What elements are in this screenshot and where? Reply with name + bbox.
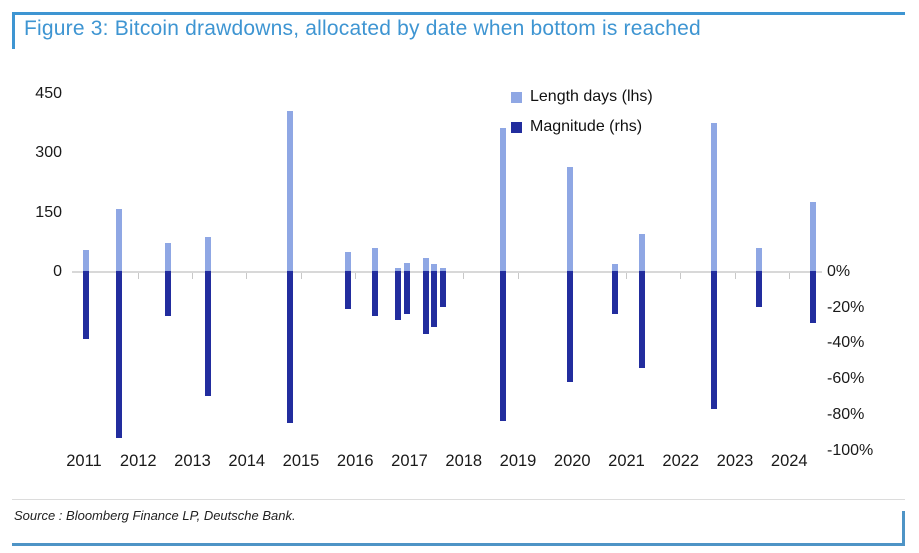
x-axis-year-label: 2022	[662, 452, 700, 470]
x-axis-year-label: 2020	[553, 452, 591, 470]
length-days-swatch-icon	[511, 91, 522, 103]
magnitude-bar	[612, 270, 619, 315]
x-axis-year-label: 2015	[282, 452, 320, 470]
magnitude-bar	[165, 270, 172, 317]
length-days-bar	[756, 248, 763, 273]
magnitude-bar	[439, 270, 446, 308]
length-days-bar	[205, 236, 212, 273]
magnitude-bar	[710, 270, 717, 409]
length-days-bar	[372, 248, 379, 273]
length-days-bar	[422, 257, 429, 273]
x-axis-year-label: 2017	[391, 452, 428, 470]
bottom-right-border	[902, 511, 905, 546]
legend-item-magnitude: Magnitude (rhs)	[511, 118, 642, 136]
x-axis-year-label: 2021	[608, 452, 645, 470]
length-days-bar	[404, 263, 411, 273]
magnitude-bar	[404, 270, 411, 315]
length-days-bar	[612, 264, 619, 273]
x-axis-tick-mark	[137, 272, 139, 279]
length-days-bar	[430, 264, 437, 273]
length-days-bar	[345, 251, 352, 273]
length-days-bar	[499, 127, 506, 273]
x-axis-year-label: 2024	[770, 452, 808, 470]
magnitude-bar	[372, 270, 379, 317]
magnitude-bar	[756, 270, 763, 308]
right-axis-tick-label: -20%	[827, 298, 865, 316]
magnitude-bar	[422, 270, 429, 334]
x-axis-tick-mark	[300, 272, 302, 279]
title-top-border	[12, 12, 905, 15]
legend-label-magnitude: Magnitude (rhs)	[530, 118, 643, 135]
x-axis-tick-mark	[246, 272, 248, 279]
magnitude-bar	[115, 270, 122, 438]
x-axis-year-label: 2018	[445, 452, 483, 470]
length-days-bar	[439, 267, 446, 273]
figure-title: Figure 3: Bitcoin drawdowns, allocated b…	[24, 17, 701, 40]
x-axis-tick-mark	[517, 272, 519, 279]
x-axis-year-label: 2019	[499, 452, 537, 470]
bottom-border-rule	[12, 543, 905, 546]
x-axis-year-label: 2016	[336, 452, 374, 470]
magnitude-bar	[394, 270, 401, 320]
right-axis-tick-label: 0%	[827, 263, 851, 280]
x-axis-tick-mark	[788, 272, 790, 279]
x-axis-year-label: 2013	[174, 452, 211, 470]
magnitude-bar	[430, 270, 437, 327]
x-axis-tick-mark	[734, 272, 736, 279]
magnitude-swatch-icon	[511, 121, 522, 133]
source-note: Source : Bloomberg Finance LP, Deutsche …	[14, 508, 296, 523]
magnitude-bar	[499, 270, 506, 422]
x-axis-tick-mark	[463, 272, 465, 279]
title-left-border	[12, 12, 15, 49]
x-axis-year-label: 2023	[716, 452, 754, 470]
x-axis-tick-mark	[626, 272, 627, 279]
left-axis-tick-label: 450	[35, 84, 62, 102]
magnitude-bar	[567, 270, 574, 383]
magnitude-bar	[639, 270, 646, 368]
source-separator-line	[12, 499, 905, 500]
right-axis-tick-label: -40%	[827, 334, 865, 352]
x-axis-tick-mark	[192, 272, 193, 279]
length-days-bar	[83, 250, 90, 273]
zero-baseline	[72, 270, 822, 273]
x-axis-year-label: 2014	[228, 452, 266, 470]
x-axis-year-label: 2011	[66, 452, 102, 470]
x-axis-year-label: 2012	[119, 452, 157, 470]
length-days-bar	[710, 122, 717, 273]
length-days-bar	[287, 110, 294, 273]
legend-item-length-days: Length days (lhs)	[511, 88, 653, 106]
magnitude-bar	[345, 270, 352, 309]
left-axis-tick-label: 150	[35, 203, 62, 221]
x-axis-tick-mark	[354, 272, 356, 279]
left-axis-tick-label: 0	[53, 263, 62, 280]
magnitude-bar	[83, 270, 90, 340]
right-axis-tick-label: -100%	[827, 441, 874, 459]
length-days-bar	[639, 234, 646, 273]
magnitude-bar	[205, 270, 212, 397]
length-days-bar	[394, 267, 401, 273]
length-days-bar	[567, 166, 574, 273]
magnitude-bar	[809, 270, 816, 324]
legend-label-length-days: Length days (lhs)	[530, 88, 653, 105]
length-days-bar	[809, 201, 816, 273]
right-axis-tick-label: -80%	[827, 405, 865, 423]
magnitude-bar	[287, 270, 294, 424]
x-axis-tick-mark	[680, 272, 682, 279]
left-axis-tick-label: 300	[35, 144, 62, 161]
right-axis-tick-label: -60%	[827, 370, 865, 388]
length-days-bar	[165, 243, 172, 273]
length-days-bar	[115, 208, 122, 273]
